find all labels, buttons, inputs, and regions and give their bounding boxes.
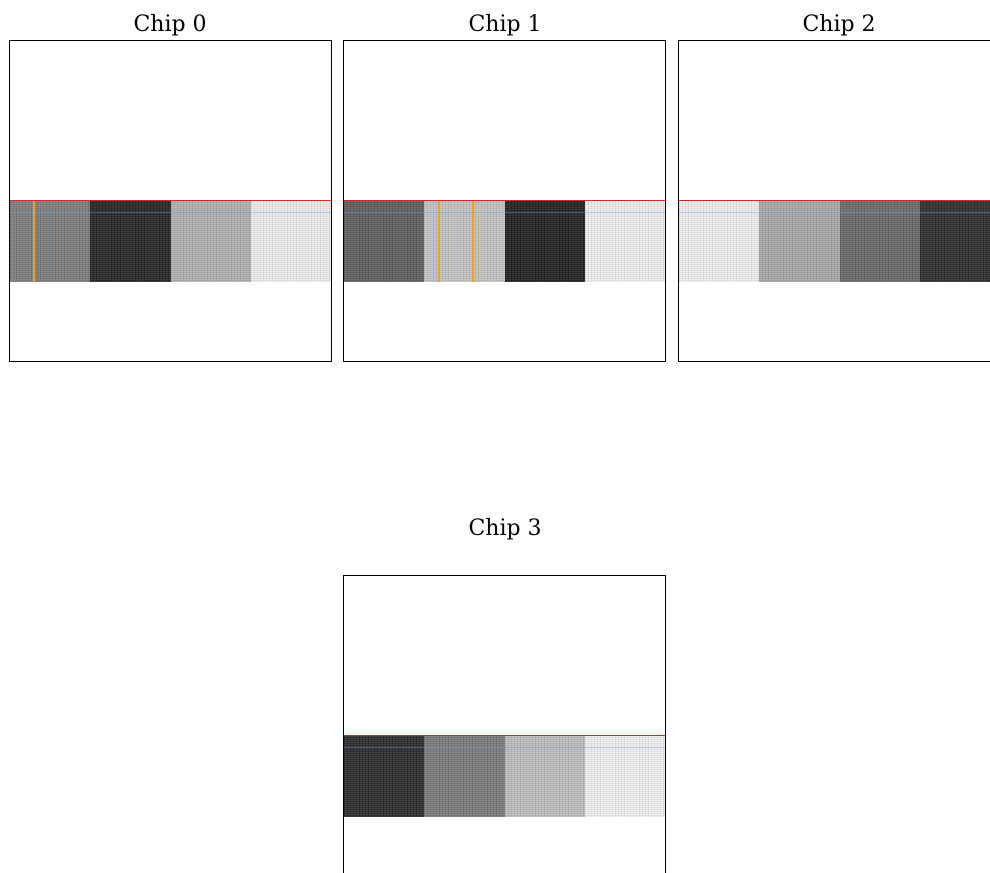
tile-block xyxy=(504,201,585,282)
tile-block xyxy=(424,736,505,817)
tile-strip xyxy=(344,201,665,282)
boundary-line xyxy=(679,200,990,201)
chip-0-title: Chip 0 xyxy=(133,12,207,37)
boundary-line xyxy=(344,200,665,201)
tile-strip xyxy=(10,201,331,282)
tile-block xyxy=(504,736,585,817)
tile-block xyxy=(679,201,760,282)
tile-block xyxy=(344,201,425,282)
chip-0-image xyxy=(9,40,332,362)
boundary-line xyxy=(10,200,331,201)
tile-block xyxy=(839,201,920,282)
marker-line xyxy=(438,201,440,282)
tile-strip xyxy=(679,201,990,282)
chip-2-image xyxy=(678,40,990,362)
reference-line xyxy=(344,747,665,748)
tile-block xyxy=(250,201,331,282)
tile-block xyxy=(584,736,665,817)
chip-3-image xyxy=(343,575,666,873)
tile-block xyxy=(584,201,665,282)
chip-1-image xyxy=(343,40,666,362)
reference-line xyxy=(679,212,990,213)
tile-strip xyxy=(344,736,665,817)
marker-line xyxy=(472,201,474,282)
chip-2-title: Chip 2 xyxy=(802,12,876,37)
marker-line xyxy=(33,201,35,282)
chip-1-title: Chip 1 xyxy=(468,12,542,37)
tile-block xyxy=(10,201,91,282)
reference-line xyxy=(344,212,665,213)
reference-line xyxy=(10,212,331,213)
tile-block xyxy=(170,201,251,282)
tile-block xyxy=(344,736,425,817)
tile-block xyxy=(424,201,505,282)
boundary-line xyxy=(344,735,665,736)
chip-3-title: Chip 3 xyxy=(468,516,542,541)
tile-block xyxy=(759,201,840,282)
tile-block xyxy=(90,201,171,282)
tile-block xyxy=(919,201,990,282)
